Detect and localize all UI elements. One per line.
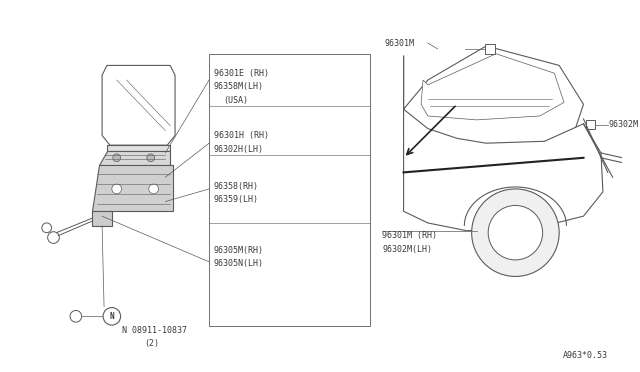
Text: 96305M(RH): 96305M(RH) bbox=[214, 246, 264, 255]
Text: 96301M: 96301M bbox=[384, 39, 414, 48]
Text: 96301M (RH): 96301M (RH) bbox=[382, 231, 437, 240]
Polygon shape bbox=[404, 46, 584, 153]
Polygon shape bbox=[404, 109, 603, 231]
Bar bbox=[209, 54, 369, 326]
Text: 96305N(LH): 96305N(LH) bbox=[214, 259, 264, 268]
Polygon shape bbox=[102, 65, 175, 145]
Circle shape bbox=[488, 205, 543, 260]
Circle shape bbox=[70, 311, 82, 322]
Polygon shape bbox=[92, 164, 173, 211]
Circle shape bbox=[42, 223, 52, 232]
Circle shape bbox=[147, 154, 155, 162]
Circle shape bbox=[112, 184, 122, 194]
Text: 96358M(LH): 96358M(LH) bbox=[214, 82, 264, 91]
Text: 96301E (RH): 96301E (RH) bbox=[214, 69, 269, 78]
Text: 96301H (RH): 96301H (RH) bbox=[214, 131, 269, 140]
Text: A963*0.53: A963*0.53 bbox=[563, 351, 608, 360]
Circle shape bbox=[103, 308, 120, 325]
Circle shape bbox=[148, 184, 159, 194]
Polygon shape bbox=[421, 54, 564, 120]
Polygon shape bbox=[99, 151, 170, 164]
Circle shape bbox=[113, 154, 120, 162]
Text: (2): (2) bbox=[144, 339, 159, 348]
Text: 96302M(LH): 96302M(LH) bbox=[382, 245, 432, 254]
Bar bbox=[485, 44, 495, 54]
Text: 96302M: 96302M bbox=[609, 120, 639, 129]
Text: (USA): (USA) bbox=[223, 96, 249, 105]
Polygon shape bbox=[107, 145, 170, 151]
Text: 96359(LH): 96359(LH) bbox=[214, 195, 259, 204]
Text: 96358(RH): 96358(RH) bbox=[214, 182, 259, 190]
Text: 96302H(LH): 96302H(LH) bbox=[214, 145, 264, 154]
Circle shape bbox=[47, 232, 60, 243]
Text: N: N bbox=[109, 312, 114, 321]
Bar bbox=[586, 120, 595, 129]
Circle shape bbox=[472, 189, 559, 276]
Polygon shape bbox=[92, 211, 112, 226]
Text: N 08911-10837: N 08911-10837 bbox=[122, 326, 186, 336]
